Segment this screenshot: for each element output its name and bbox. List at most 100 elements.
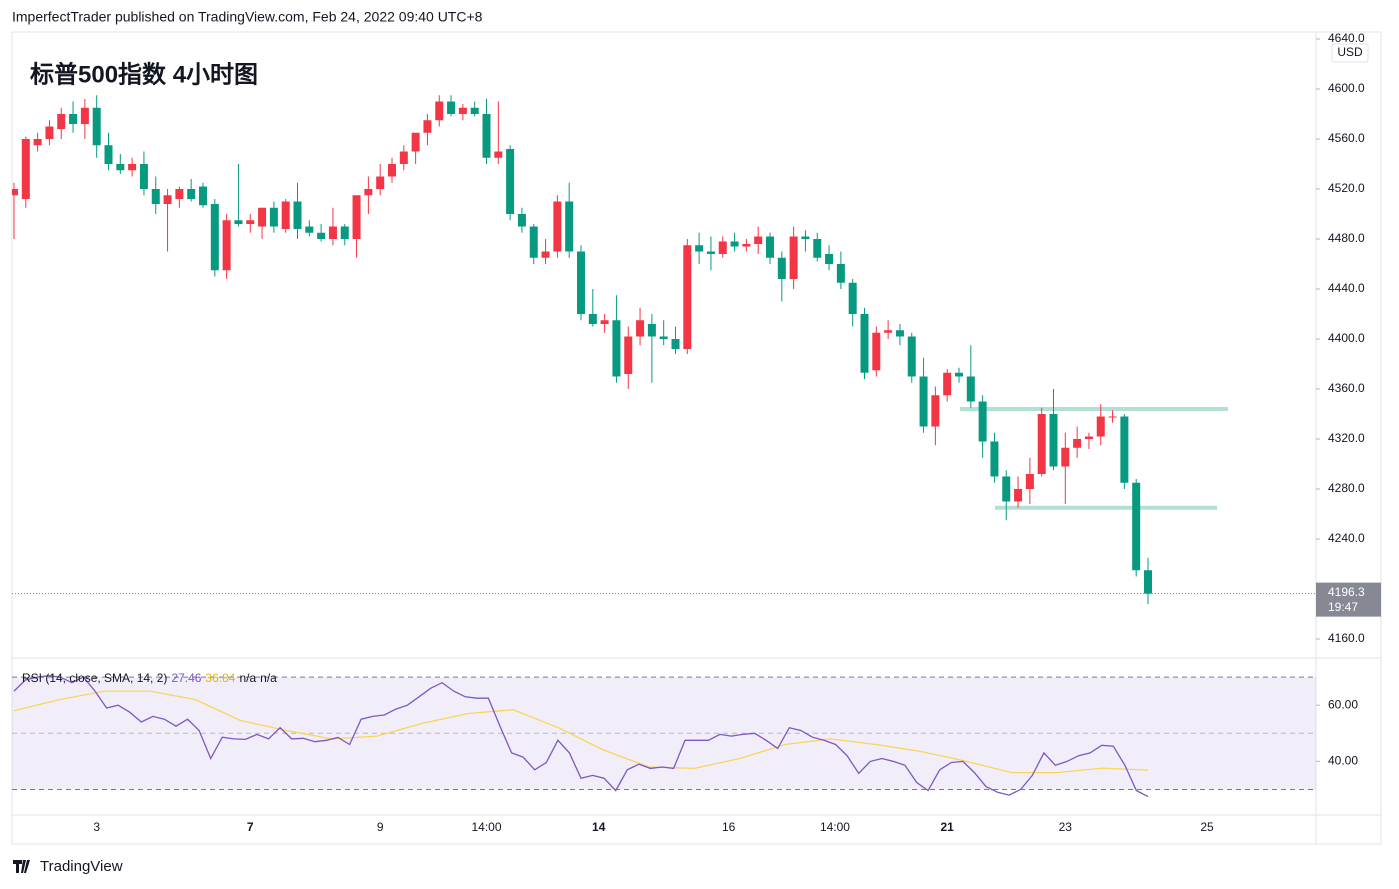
candle-body: [317, 232, 326, 239]
candle-body: [1049, 414, 1058, 467]
footer-brand: TradingView: [40, 858, 123, 875]
chart-frame: [11, 31, 1382, 845]
candle-body: [139, 164, 148, 189]
candle-body: [1120, 416, 1129, 483]
candle-body: [742, 244, 751, 247]
candle-body: [955, 372, 963, 377]
candle-body: [1132, 482, 1141, 571]
candle-body: [636, 320, 645, 337]
candle-body: [411, 132, 420, 152]
currency-label: USD: [1337, 45, 1363, 59]
candle-body: [978, 401, 987, 442]
price-tick-label: 4520.0: [1328, 181, 1365, 195]
candle-body: [801, 236, 810, 239]
candle-body: [340, 226, 349, 239]
candle-body: [789, 236, 798, 279]
price-tick-label: 4440.0: [1328, 281, 1365, 295]
candle-body: [33, 139, 42, 146]
candle-body: [683, 245, 692, 349]
candle-body: [907, 336, 916, 377]
time-tick-label: 3: [93, 820, 100, 834]
price-tick-label: 4400.0: [1328, 331, 1365, 345]
candle-body: [813, 239, 822, 258]
last-price-box: [1316, 582, 1381, 617]
price-tick-label: 4280.0: [1328, 481, 1365, 495]
candle-body: [482, 114, 491, 158]
time-tick-label: 14: [592, 820, 606, 834]
candle-body: [517, 214, 526, 227]
candle-body: [659, 336, 668, 339]
candle-body: [919, 376, 928, 427]
candle-body: [612, 320, 621, 377]
candle-body: [825, 254, 834, 264]
price-tick-label: 4640.0: [1328, 31, 1365, 45]
candle-body: [151, 189, 160, 204]
candle-body: [943, 372, 952, 396]
candle-body: [860, 314, 869, 373]
candle-body: [92, 107, 101, 146]
publisher-header: ImperfectTrader published on TradingView…: [12, 9, 483, 25]
candle-body: [990, 441, 999, 477]
candle-body: [447, 101, 456, 114]
candle-body: [647, 324, 656, 337]
rsi-sma-value: 36.84: [205, 671, 235, 685]
candle-body: [1002, 476, 1011, 502]
tradingview-logo: TradingView: [13, 858, 123, 875]
candle-body: [305, 226, 314, 233]
rsi-na-label: n/a: [239, 671, 256, 685]
time-tick-label: 14:00: [471, 820, 501, 834]
price-tick-label: 4560.0: [1328, 131, 1365, 145]
candle-body: [671, 339, 680, 349]
rsi-tick-label: 60.00: [1328, 697, 1358, 711]
candle-body: [1144, 570, 1152, 594]
candle-body: [163, 195, 172, 204]
candle-body: [116, 164, 125, 171]
candle-body: [187, 189, 196, 199]
price-tick-label: 4600.0: [1328, 81, 1365, 95]
candle-body: [1025, 474, 1034, 489]
candle-body: [1014, 489, 1023, 502]
candle-body: [754, 236, 763, 244]
candle-body: [210, 204, 219, 271]
candle-body: [553, 201, 562, 252]
candle-body: [931, 395, 940, 427]
time-tick-label: 21: [941, 820, 955, 834]
last-price-label: 4196.3: [1328, 585, 1365, 599]
time-tick-label: 9: [377, 820, 384, 834]
candle-body: [529, 226, 538, 258]
rsi-sma-line: [13, 690, 1149, 774]
candle-body: [1096, 416, 1105, 437]
time-tick-label: 7: [247, 820, 254, 834]
candle-body: [1108, 416, 1117, 418]
candle-body: [600, 320, 609, 324]
candle-body: [695, 245, 704, 252]
candle-body: [470, 107, 479, 114]
time-tick-label: 14:00: [820, 820, 850, 834]
candle-body: [836, 264, 845, 283]
price-tick-label: 4480.0: [1328, 231, 1365, 245]
rsi-na-label: n/a: [260, 671, 277, 685]
candle-body: [328, 226, 337, 239]
rsi-tick-label: 40.00: [1328, 754, 1358, 768]
candle-body: [364, 189, 373, 196]
bar-countdown: 19:47: [1328, 600, 1358, 614]
candle-body: [435, 101, 444, 121]
candle-body: [895, 330, 904, 337]
candle-body: [423, 120, 432, 133]
time-tick-label: 16: [722, 820, 736, 834]
candle-body: [388, 164, 396, 177]
candle-body: [577, 251, 585, 314]
candle-body: [45, 126, 54, 139]
candle-body: [376, 176, 385, 189]
candle-body: [57, 114, 66, 129]
candle-body: [718, 241, 727, 254]
candle-body: [399, 151, 408, 164]
candle-body: [222, 220, 231, 271]
candle-body: [352, 195, 361, 239]
candle-body: [281, 201, 290, 229]
candle-body: [541, 251, 550, 258]
candle-body: [104, 145, 113, 164]
candle-body: [884, 330, 893, 333]
logo-mark: [13, 860, 30, 873]
